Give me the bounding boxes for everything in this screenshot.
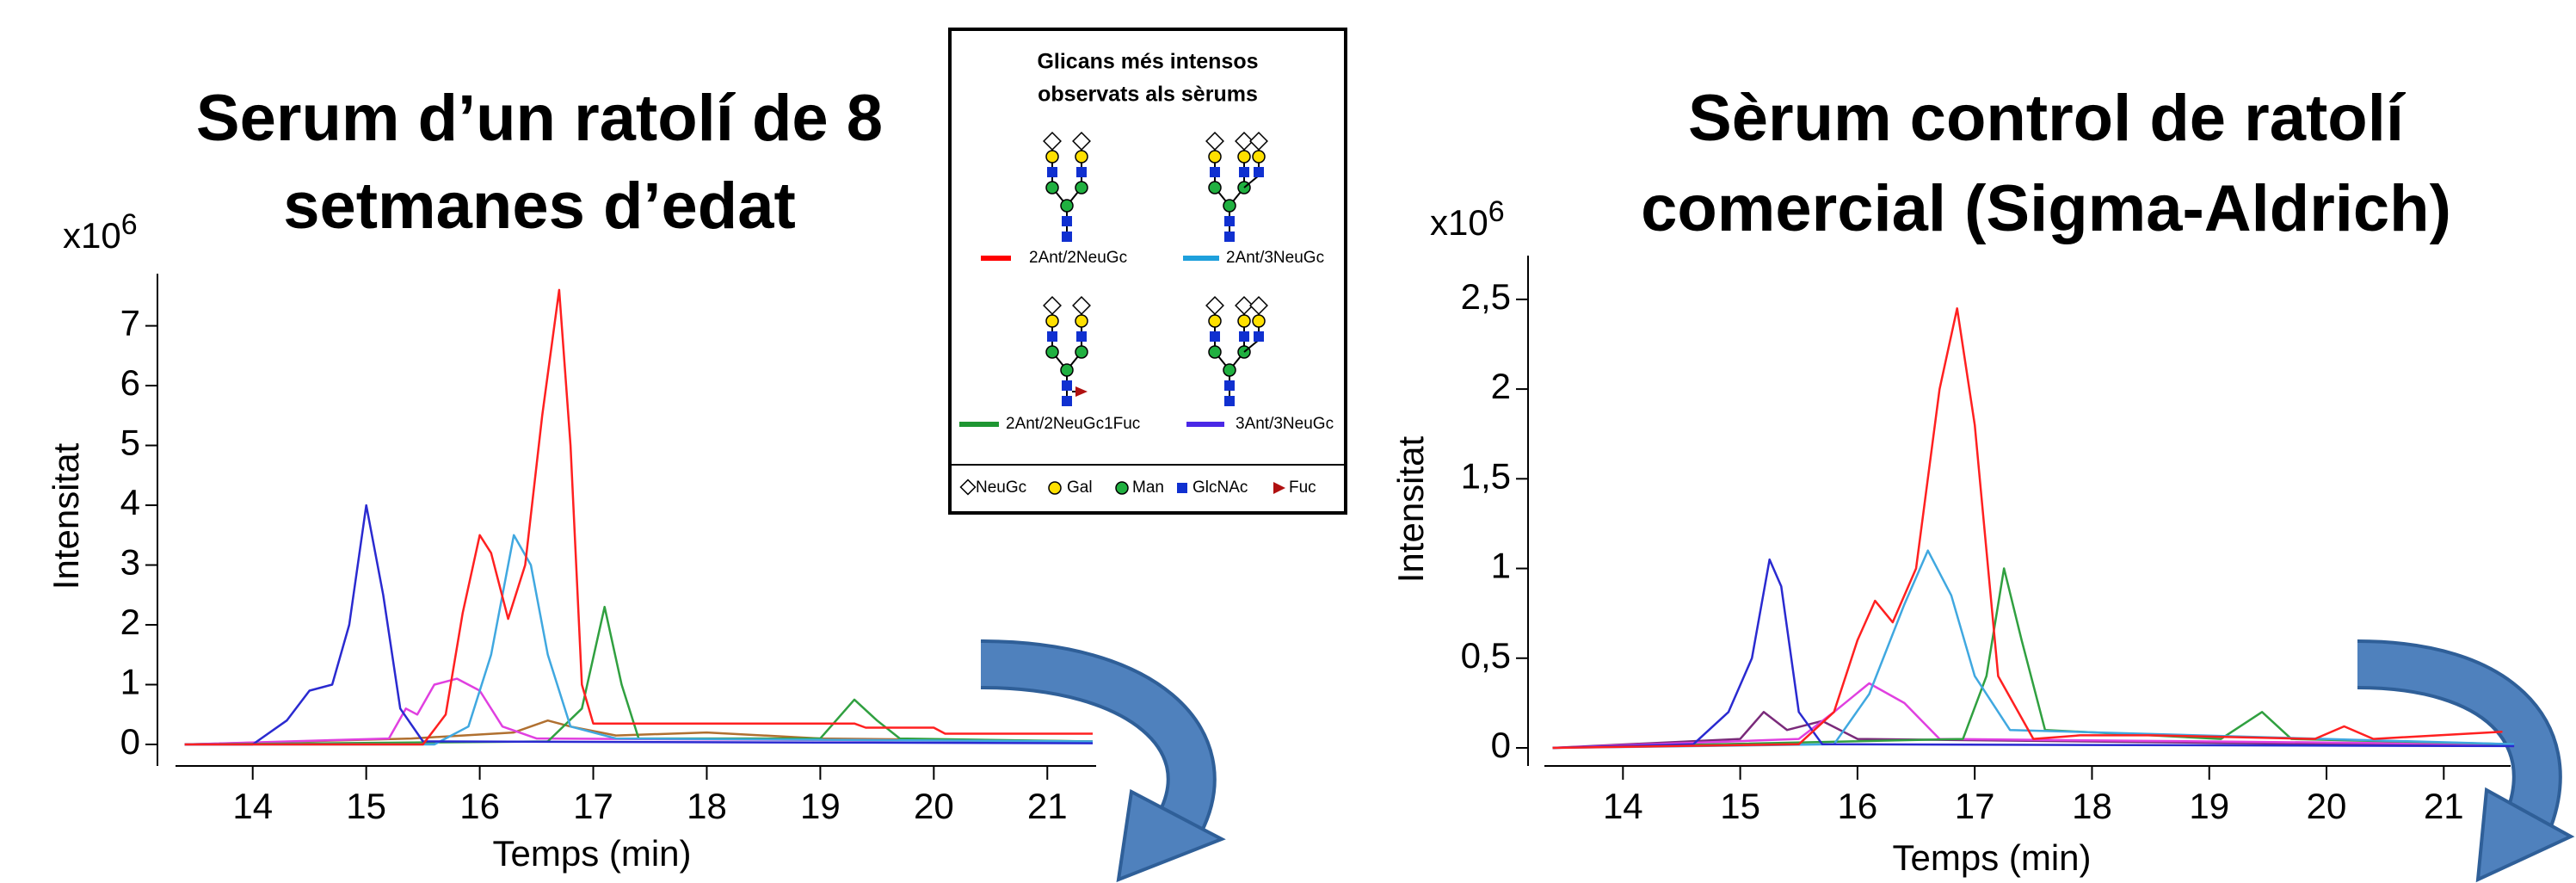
y-multiplier-base: x10: [63, 215, 121, 256]
y-tick-label: 6: [120, 362, 140, 403]
fucose-icon: [1075, 386, 1088, 397]
y-tick-label: 4: [120, 482, 140, 522]
y-multiplier-exponent: 6: [1488, 195, 1505, 228]
key-label: Man: [1132, 479, 1164, 497]
x-tick-label: 16: [459, 786, 500, 826]
x-axis-label: Temps (min): [1892, 837, 2091, 878]
x-tick-label: 21: [2424, 786, 2464, 826]
x-tick-label: 17: [1955, 786, 1995, 826]
x-tick-label: 14: [232, 786, 273, 826]
y-tick-label: 0: [120, 721, 140, 762]
y-tick-label: 0: [1491, 725, 1511, 765]
x-tick-label: 19: [800, 786, 841, 826]
y-tick-label: 7: [120, 303, 140, 343]
arrow: [980, 639, 1226, 883]
series-line: [1552, 307, 2503, 750]
key-label: Gal: [1067, 479, 1093, 497]
y-multiplier: x106: [63, 208, 138, 256]
x-tick-label: 20: [2307, 786, 2347, 826]
x-tick-label: 21: [1027, 786, 1068, 826]
series-line: [184, 677, 1094, 746]
y-multiplier: x106: [1430, 195, 1505, 243]
x-axis-label: Temps (min): [492, 833, 691, 874]
key-label: NeuGc: [976, 479, 1026, 497]
x-tick-label: 18: [687, 786, 727, 826]
y-tick-label: 2: [120, 602, 140, 642]
series-line: [1552, 558, 2515, 750]
x-tick-label: 15: [1720, 786, 1760, 826]
y-tick-label: 5: [120, 423, 140, 463]
y-tick-label: 3: [120, 542, 140, 583]
legend-label: 2Ant/2NeuGc1Fuc: [1006, 415, 1140, 433]
series-line: [184, 288, 1093, 746]
x-tick-label: 15: [346, 786, 386, 826]
chart-title: Sèrum control de ratolí: [1688, 82, 2407, 155]
y-tick-label: 2: [1491, 366, 1511, 406]
x-tick-label: 16: [1838, 786, 1878, 826]
legend-title: observats als sèrums: [1038, 83, 1258, 107]
legend-label: 3Ant/3NeuGc: [1236, 415, 1334, 433]
x-tick-label: 19: [2189, 786, 2229, 826]
y-tick-label: 1: [120, 662, 140, 702]
legend-panel: Glicans més intensos observats als sèrum…: [948, 28, 1347, 515]
legend-title: Glicans més intensos: [1037, 50, 1258, 74]
y-tick-label: 2,5: [1461, 276, 1511, 317]
neugc-icon: [959, 479, 977, 496]
y-tick-label: 1,5: [1461, 455, 1511, 496]
chart-title: Serum d’un ratolí de 8: [196, 82, 883, 155]
series-line: [1552, 549, 2515, 750]
arrow: [2357, 639, 2575, 883]
x-tick-label: 17: [573, 786, 613, 826]
y-axis-label: Intensitat: [46, 442, 86, 590]
x-tick-label: 20: [914, 786, 954, 826]
chart-title: setmanes d’edat: [283, 170, 796, 243]
key-label: Fuc: [1289, 479, 1316, 497]
y-multiplier-base: x10: [1430, 202, 1488, 243]
legend-label: 2Ant/3NeuGc: [1226, 249, 1324, 267]
key-label: GlcNAc: [1192, 479, 1248, 497]
y-multiplier-exponent: 6: [121, 208, 138, 241]
fuc-icon: [1273, 482, 1285, 494]
glcnac-icon: [1177, 483, 1187, 493]
x-tick-label: 18: [2072, 786, 2112, 826]
chart-title: comercial (Sigma-Aldrich): [1641, 172, 2451, 245]
series-line: [184, 534, 1094, 746]
man-icon: [1115, 481, 1129, 495]
y-axis-label: Intensitat: [1390, 435, 1431, 583]
gal-icon: [1048, 481, 1062, 495]
y-tick-label: 0,5: [1461, 635, 1511, 676]
series-line: [1552, 567, 2515, 750]
series-line: [184, 503, 1094, 746]
y-tick-label: 1: [1491, 546, 1511, 586]
legend-label: 2Ant/2NeuGc: [1029, 249, 1127, 267]
series-line: [1552, 711, 2515, 750]
x-tick-label: 14: [1603, 786, 1643, 826]
